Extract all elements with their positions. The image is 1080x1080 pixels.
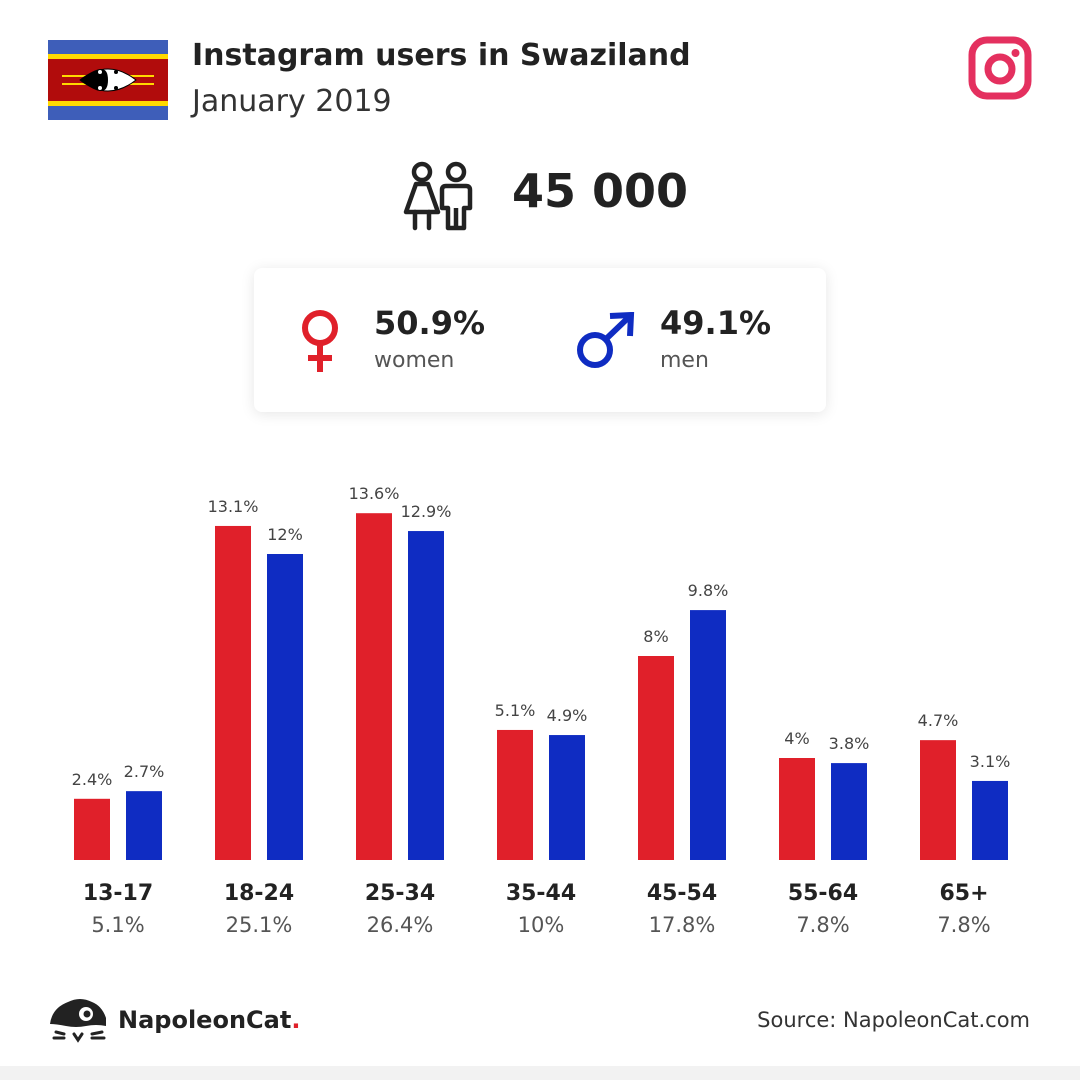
brand-dot: . — [291, 1006, 301, 1034]
mars-icon — [577, 312, 635, 368]
men-percent: 49.1% — [660, 304, 772, 342]
data-label-women-25-34: 13.6% — [349, 484, 400, 503]
category-label-45-54: 45-54 — [647, 881, 717, 906]
gender-card — [254, 268, 826, 412]
data-label-women-55-64: 4% — [784, 729, 809, 748]
data-label-men-18-24: 12% — [267, 525, 303, 544]
total-users: 45 000 — [512, 164, 689, 218]
bar-women-45-54 — [638, 656, 674, 860]
category-total-18-24: 25.1% — [226, 913, 293, 937]
brand-name-text: NapoleonCat — [118, 1006, 292, 1034]
category-total-35-44: 10% — [518, 913, 565, 937]
women-percent: 50.9% — [374, 304, 486, 342]
data-label-women-13-17: 2.4% — [72, 770, 113, 789]
swaziland-flag — [48, 40, 168, 120]
category-label-65+: 65+ — [939, 881, 988, 906]
bar-men-13-17 — [126, 791, 162, 860]
category-label-18-24: 18-24 — [224, 881, 294, 906]
bar-women-35-44 — [497, 729, 533, 860]
women-label: women — [374, 348, 455, 373]
bottom-strip — [0, 1066, 1080, 1080]
data-label-women-45-54: 8% — [643, 627, 668, 646]
category-total-65+: 7.8% — [937, 913, 990, 937]
data-label-men-65+: 3.1% — [970, 752, 1011, 771]
category-label-25-34: 25-34 — [365, 881, 435, 906]
data-label-women-18-24: 13.1% — [208, 497, 259, 516]
bar-women-18-24 — [215, 525, 251, 860]
age-gender-bar-chart: 2.4% 2.7% 13-17 5.1% 13.1% 12% 18-24 25.1% 13.6%… — [72, 484, 1011, 937]
category-label-55-64: 55-64 — [788, 881, 858, 906]
men-label: men — [660, 348, 709, 373]
bar-men-18-24 — [267, 554, 303, 860]
category-total-45-54: 17.8% — [649, 913, 716, 937]
venus-icon — [302, 310, 338, 372]
data-label-men-45-54: 9.8% — [688, 581, 729, 600]
bar-women-65+ — [920, 740, 956, 860]
bar-women-13-17 — [74, 798, 110, 860]
category-total-13-17: 5.1% — [91, 913, 144, 937]
source-credit: Source: NapoleonCat.com — [757, 1008, 1030, 1032]
data-label-men-55-64: 3.8% — [829, 734, 870, 753]
bar-men-45-54 — [690, 610, 726, 860]
bar-men-65+ — [972, 780, 1008, 860]
chart-subtitle: January 2019 — [192, 84, 392, 119]
category-label-13-17: 13-17 — [83, 881, 153, 906]
data-label-women-35-44: 5.1% — [495, 701, 536, 720]
chart-title: Instagram users in Swaziland — [192, 38, 691, 73]
instagram-icon — [968, 36, 1032, 100]
category-label-35-44: 35-44 — [506, 881, 576, 906]
bar-women-25-34 — [356, 513, 392, 860]
category-total-25-34: 26.4% — [367, 913, 434, 937]
data-label-men-13-17: 2.7% — [124, 762, 165, 781]
napoleoncat-logo — [50, 999, 106, 1043]
bar-men-35-44 — [549, 735, 585, 860]
bar-women-55-64 — [779, 758, 815, 860]
data-label-men-25-34: 12.9% — [401, 502, 452, 521]
bar-men-55-64 — [831, 763, 867, 860]
bar-men-25-34 — [408, 531, 444, 860]
brand-name: NapoleonCat. — [118, 1006, 300, 1034]
category-total-55-64: 7.8% — [796, 913, 849, 937]
data-label-women-65+: 4.7% — [918, 711, 959, 730]
data-label-men-35-44: 4.9% — [547, 706, 588, 725]
people-icon — [403, 161, 473, 231]
